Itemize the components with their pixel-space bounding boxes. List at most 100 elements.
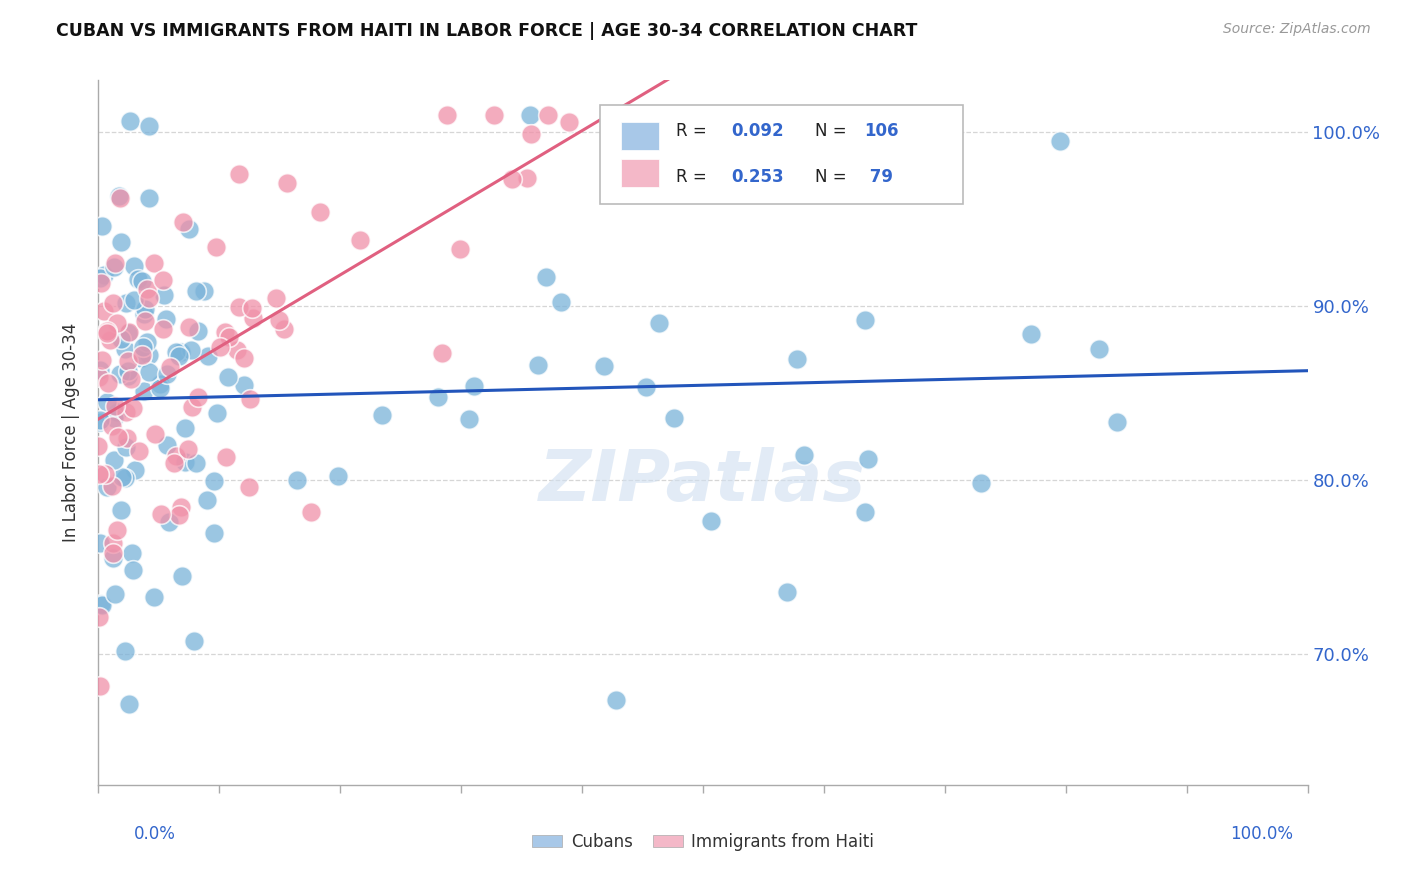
FancyBboxPatch shape [600,105,963,203]
Point [110,367,132,381]
Point [856,452,879,467]
Point [87,439,110,453]
Point [309,204,332,219]
Point [170,569,193,583]
Point [793,448,815,462]
Point [121,546,143,560]
Point [117,353,139,368]
Point [267,312,290,326]
Point [519,108,541,122]
Point [537,108,560,122]
Point [242,311,264,326]
Point [89,467,111,481]
Point [1019,327,1042,342]
Point [501,172,523,186]
Point [463,379,485,393]
Point [117,364,139,378]
Point [107,189,129,203]
Point [128,444,150,458]
Point [90,597,112,611]
Point [132,340,155,354]
Point [214,325,236,339]
Point [436,108,458,122]
Point [427,390,450,404]
Point [117,326,139,341]
Point [193,284,215,298]
Point [1087,342,1109,356]
Point [94,467,117,481]
Point [138,348,160,362]
Point [202,526,225,541]
Point [115,405,138,419]
Point [208,340,231,354]
Text: N =: N = [815,122,852,140]
Legend: Cubans, Immigrants from Haiti: Cubans, Immigrants from Haiti [526,826,880,858]
Point [217,370,239,384]
Point [941,164,963,178]
Point [118,697,141,711]
Point [149,377,172,392]
Point [100,479,122,493]
Point [131,274,153,288]
Point [138,120,160,134]
Point [149,381,172,395]
Point [180,400,202,414]
Point [264,291,287,305]
Point [111,470,134,484]
Point [1105,415,1128,429]
Point [143,590,166,604]
Point [457,412,479,426]
Point [129,351,152,365]
Point [110,502,132,516]
Point [647,316,669,330]
Point [204,240,226,254]
Point [285,474,308,488]
Point [1049,134,1071,148]
Point [155,437,177,451]
Point [228,167,250,181]
Point [131,348,153,362]
Point [104,587,127,601]
Point [138,365,160,379]
Point [93,303,115,318]
Point [103,256,125,270]
Point [228,300,250,314]
Point [89,412,111,426]
Text: R =: R = [676,122,713,140]
Point [105,316,128,330]
Point [165,449,187,463]
Point [240,301,263,316]
Point [89,363,111,377]
Point [370,408,392,422]
Text: ZIPatlas: ZIPatlas [540,448,866,516]
Point [87,609,110,624]
Point [107,430,129,444]
Point [155,311,177,326]
Point [93,268,115,282]
Point [124,293,146,307]
Text: CUBAN VS IMMIGRANTS FROM HAITI IN LABOR FORCE | AGE 30-34 CORRELATION CHART: CUBAN VS IMMIGRANTS FROM HAITI IN LABOR … [56,22,918,40]
Point [90,352,112,367]
Point [174,455,197,469]
Point [110,235,132,249]
Point [134,301,156,316]
Point [592,359,614,374]
Point [204,475,226,489]
Point [776,584,799,599]
Point [177,442,200,457]
Point [103,260,125,274]
Point [105,523,128,537]
Text: 79: 79 [863,169,893,186]
Point [115,440,138,454]
Point [700,514,723,528]
Point [122,259,145,273]
Point [96,480,118,494]
Point [238,480,260,494]
Point [218,330,240,344]
Point [167,508,190,522]
Y-axis label: In Labor Force | Age 30-34: In Labor Force | Age 30-34 [62,323,80,542]
Point [527,358,550,372]
Point [89,270,111,285]
Point [215,450,238,464]
Point [138,191,160,205]
